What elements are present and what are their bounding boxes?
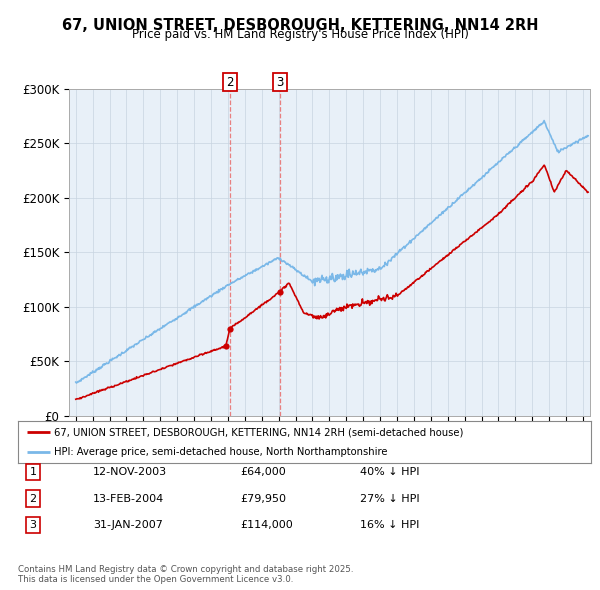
Text: £64,000: £64,000 <box>240 467 286 477</box>
Text: £114,000: £114,000 <box>240 520 293 530</box>
Text: 67, UNION STREET, DESBOROUGH, KETTERING, NN14 2RH (semi-detached house): 67, UNION STREET, DESBOROUGH, KETTERING,… <box>53 427 463 437</box>
Text: 13-FEB-2004: 13-FEB-2004 <box>93 494 164 503</box>
Text: 67, UNION STREET, DESBOROUGH, KETTERING, NN14 2RH: 67, UNION STREET, DESBOROUGH, KETTERING,… <box>62 18 538 32</box>
Text: £79,950: £79,950 <box>240 494 286 503</box>
Text: HPI: Average price, semi-detached house, North Northamptonshire: HPI: Average price, semi-detached house,… <box>53 447 387 457</box>
Text: 27% ↓ HPI: 27% ↓ HPI <box>360 494 419 503</box>
Text: 12-NOV-2003: 12-NOV-2003 <box>93 467 167 477</box>
Text: 2: 2 <box>29 494 37 503</box>
Text: 3: 3 <box>29 520 37 530</box>
Text: 31-JAN-2007: 31-JAN-2007 <box>93 520 163 530</box>
Text: 3: 3 <box>277 76 284 88</box>
Text: 40% ↓ HPI: 40% ↓ HPI <box>360 467 419 477</box>
Text: 1: 1 <box>29 467 37 477</box>
Text: 2: 2 <box>226 76 234 88</box>
Text: Price paid vs. HM Land Registry's House Price Index (HPI): Price paid vs. HM Land Registry's House … <box>131 28 469 41</box>
Text: Contains HM Land Registry data © Crown copyright and database right 2025.
This d: Contains HM Land Registry data © Crown c… <box>18 565 353 584</box>
Text: 16% ↓ HPI: 16% ↓ HPI <box>360 520 419 530</box>
